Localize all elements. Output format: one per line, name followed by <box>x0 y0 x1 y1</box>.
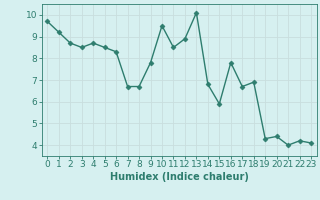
X-axis label: Humidex (Indice chaleur): Humidex (Indice chaleur) <box>110 172 249 182</box>
